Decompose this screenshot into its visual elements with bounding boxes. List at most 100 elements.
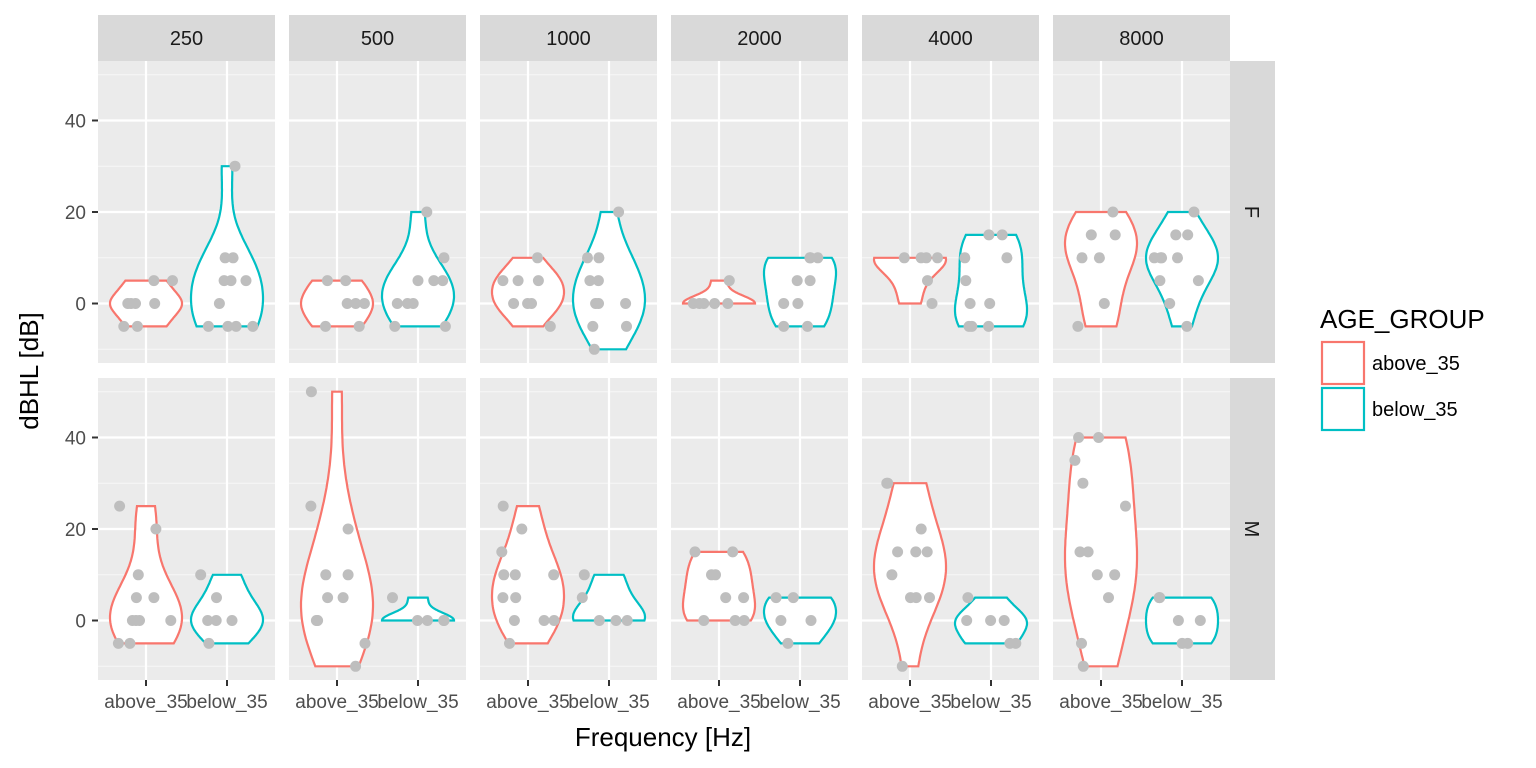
y-tick-label: 20 [65,520,86,541]
x-tick-label: below_35 [377,692,458,713]
data-point [802,320,813,332]
violin-below_35 [189,165,265,328]
data-point [225,275,237,287]
data-point [320,569,332,581]
data-point [358,298,370,309]
facet-strip-label: 8000 [1119,28,1164,50]
y-tick-label: 0 [75,612,86,633]
y-tick-label: 20 [65,203,86,224]
data-point [148,275,160,287]
data-point [1103,592,1114,604]
data-point [538,615,550,626]
data-point [229,160,241,172]
facet-row-strip-F [1229,61,1275,363]
data-point [910,546,922,558]
data-point [804,252,816,264]
data-point [337,592,349,604]
x-axis-title: Frequency [Hz] [575,722,751,752]
facet-strip-label: 250 [170,28,203,50]
data-point [698,298,710,309]
data-point [782,637,794,649]
data-point [576,592,588,604]
data-point [548,615,560,626]
data-point [791,275,803,287]
panel-F-4000 [862,61,1039,363]
data-point [131,320,143,332]
data-point [964,298,976,309]
data-point [727,546,739,558]
data-point [775,615,787,626]
data-point [1085,229,1097,241]
data-point [592,275,604,287]
data-point [350,660,362,672]
data-point [211,592,222,604]
panel-M-2000 [671,378,848,680]
data-point [439,320,451,332]
data-point [428,275,440,287]
panel-F-2000 [671,61,848,363]
data-point [886,569,898,581]
data-point [240,275,252,287]
data-point [1073,432,1085,443]
data-point [924,592,935,604]
data-point [812,252,824,264]
data-point [1082,546,1094,558]
data-point [230,320,242,332]
data-point [498,569,510,581]
legend-title: AGE_GROUP [1320,304,1485,334]
data-point [805,615,817,626]
data-point [202,615,214,626]
data-point [1076,637,1087,649]
data-point [407,298,419,309]
data-point [1192,275,1204,287]
data-point [341,298,353,309]
data-point [1172,615,1184,626]
facet-strip-label: 4000 [928,28,973,50]
panel-M-250 [98,378,275,680]
violin-below_35 [380,596,456,622]
x-tick-label: above_35 [104,692,187,713]
data-point [729,615,741,626]
violin-below_35 [762,256,838,328]
data-point [1074,546,1086,558]
data-point [593,252,605,264]
data-point [613,206,625,218]
data-point [227,252,239,264]
data-point [130,592,142,604]
data-point [720,592,732,604]
data-point [905,592,916,604]
violin-above_35 [681,279,757,305]
data-point [915,523,927,535]
data-point [202,320,214,332]
data-point [496,546,508,558]
data-point [114,500,126,512]
panel-M-4000 [862,378,1039,680]
violin-above_35 [1063,210,1139,328]
data-point [342,569,354,581]
y-tick-label: 0 [75,295,86,316]
facet-strip-500 [289,15,466,61]
data-point [118,320,130,332]
data-point [353,320,365,332]
data-point [512,275,524,287]
legend-key-above_35 [1320,340,1366,386]
data-point [167,275,178,287]
data-point [222,320,234,332]
panel-M-8000 [1053,378,1230,680]
data-point [787,592,799,604]
data-point [148,592,160,604]
violin-below_35 [762,596,838,645]
data-point [391,298,403,309]
data-point [959,252,971,264]
data-point [508,615,520,626]
x-tick-label: below_35 [950,692,1031,713]
data-point [1154,275,1166,287]
facet-strip-1000 [480,15,657,61]
data-point [322,592,334,604]
violin-above_35 [108,279,184,328]
data-point [165,615,177,626]
data-point [593,615,605,626]
data-point [723,275,735,287]
data-point [510,592,522,604]
